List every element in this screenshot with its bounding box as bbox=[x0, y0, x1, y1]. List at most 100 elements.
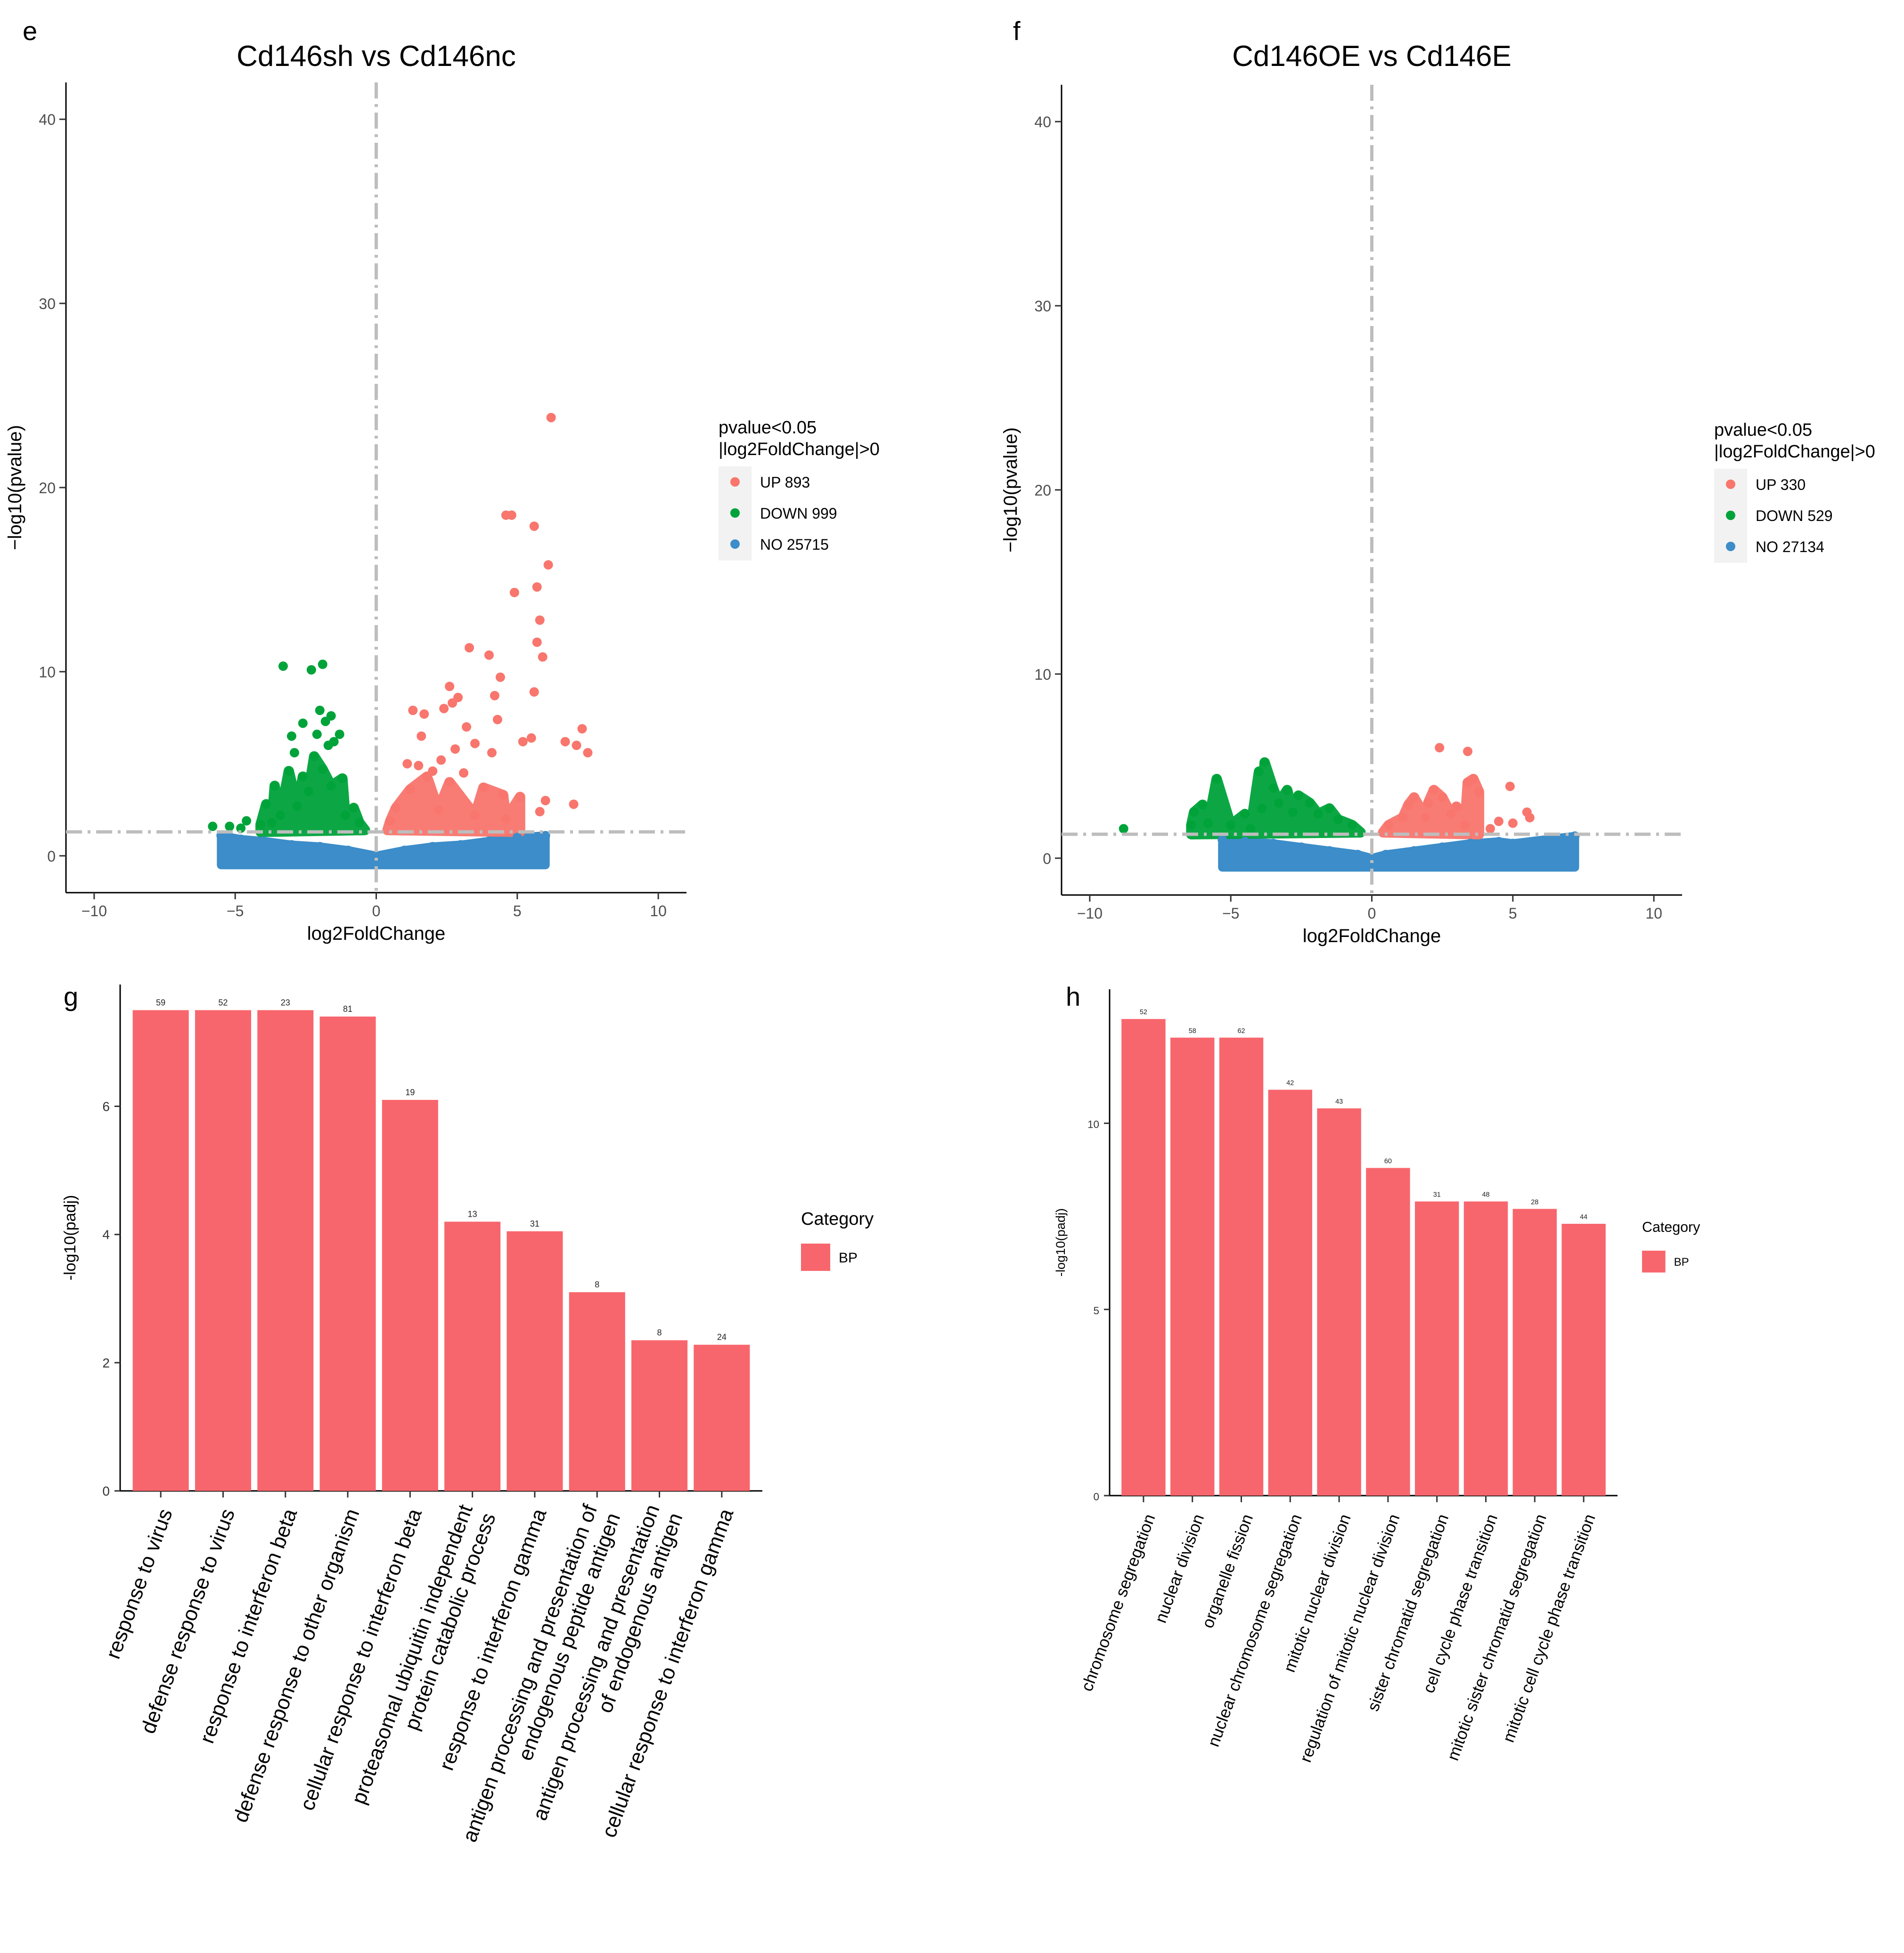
bar bbox=[1561, 1223, 1606, 1496]
up-point bbox=[526, 733, 536, 743]
down-point bbox=[340, 810, 350, 820]
panel-label: e bbox=[23, 16, 37, 46]
x-tick-label: −5 bbox=[227, 903, 244, 920]
bar bbox=[631, 1340, 688, 1491]
down-point bbox=[1347, 820, 1357, 830]
down-point bbox=[270, 781, 279, 791]
down-point bbox=[1288, 807, 1298, 817]
bar-data-label: 52 bbox=[218, 998, 228, 1007]
down-point bbox=[349, 803, 359, 813]
down-point bbox=[306, 665, 316, 675]
legend-marker bbox=[1726, 542, 1735, 551]
up-point bbox=[1505, 781, 1515, 791]
down-point bbox=[292, 801, 302, 811]
up-point bbox=[408, 706, 418, 715]
up-point bbox=[1508, 818, 1518, 828]
down-point bbox=[1282, 785, 1292, 795]
up-point bbox=[450, 744, 460, 754]
bar bbox=[1121, 1019, 1166, 1496]
bar bbox=[319, 1017, 376, 1491]
up-point bbox=[402, 759, 412, 769]
legend-label: DOWN 999 bbox=[760, 505, 837, 522]
legend-label: UP 893 bbox=[760, 474, 810, 491]
bar-data-label: 23 bbox=[281, 998, 290, 1007]
no-cloud bbox=[217, 831, 550, 870]
no-point bbox=[259, 836, 269, 846]
down-point bbox=[284, 766, 294, 776]
y-tick-label: 0 bbox=[1043, 850, 1051, 867]
y-tick-label: 0 bbox=[1094, 1491, 1099, 1503]
y-tick-label: 0 bbox=[47, 848, 56, 865]
up-point bbox=[569, 799, 579, 809]
bar-data-label: 58 bbox=[1189, 1027, 1196, 1035]
no-point bbox=[1367, 853, 1377, 863]
y-axis-title: -log10(padj) bbox=[1053, 1208, 1068, 1277]
no-point bbox=[1324, 846, 1334, 856]
down-point bbox=[1274, 798, 1283, 808]
no-point bbox=[1381, 850, 1391, 859]
down-point bbox=[1313, 809, 1323, 819]
down-point bbox=[312, 729, 322, 739]
down-point bbox=[289, 748, 299, 757]
down-point bbox=[208, 822, 218, 831]
bar bbox=[257, 1010, 314, 1491]
up-point bbox=[1398, 813, 1408, 822]
x-tick-label: −10 bbox=[1077, 905, 1103, 922]
up-point bbox=[1409, 792, 1419, 802]
up-point bbox=[546, 413, 556, 423]
no-point bbox=[315, 842, 325, 852]
up-point bbox=[577, 724, 587, 734]
bar-data-label: 62 bbox=[1237, 1027, 1245, 1035]
up-point bbox=[540, 796, 550, 806]
legend-title: pvalue<0.05 bbox=[719, 418, 817, 438]
bar-data-label: 48 bbox=[1482, 1191, 1489, 1199]
no-point bbox=[1494, 837, 1504, 846]
y-tick-label: 40 bbox=[1034, 114, 1051, 130]
panel-f: f Cd146OE vs Cd146E 0 10 20 30 40 −10 −5 0 5 10 log2… bbox=[1000, 16, 1875, 946]
down-point bbox=[1119, 824, 1128, 834]
legend-title: |log2FoldChange|>0 bbox=[719, 439, 880, 459]
legend-marker bbox=[730, 508, 740, 518]
legend-label: DOWN 529 bbox=[1756, 507, 1833, 524]
bar bbox=[1219, 1037, 1264, 1496]
y-tick-label: 0 bbox=[102, 1484, 110, 1498]
bar bbox=[382, 1099, 438, 1491]
bar-data-label: 59 bbox=[156, 998, 165, 1007]
no-point bbox=[1296, 842, 1306, 852]
bar-data-label: 81 bbox=[343, 1004, 352, 1014]
up-point bbox=[507, 510, 516, 520]
y-tick-label: 40 bbox=[39, 111, 56, 128]
no-point bbox=[1409, 846, 1419, 856]
up-point bbox=[422, 772, 432, 781]
up-point bbox=[414, 761, 424, 771]
up-point bbox=[490, 691, 499, 700]
up-point bbox=[470, 739, 480, 749]
bar bbox=[1170, 1037, 1215, 1496]
up-point bbox=[532, 582, 542, 592]
bar bbox=[1512, 1209, 1557, 1496]
up-point bbox=[478, 783, 488, 793]
x-tick-label: 5 bbox=[513, 903, 522, 920]
down-point bbox=[267, 818, 277, 828]
up-point bbox=[1494, 816, 1504, 826]
up-point bbox=[470, 810, 480, 820]
legend-swatch bbox=[801, 1244, 830, 1271]
down-point bbox=[337, 773, 347, 783]
legend-title: Category bbox=[1642, 1219, 1700, 1235]
down-point bbox=[335, 729, 344, 739]
up-point bbox=[572, 741, 581, 750]
bar bbox=[132, 1010, 189, 1491]
legend-label: BP bbox=[839, 1250, 858, 1266]
down-point bbox=[318, 765, 327, 774]
up-point bbox=[515, 792, 525, 802]
no-point bbox=[1438, 842, 1447, 852]
panel-label: f bbox=[1013, 16, 1021, 46]
down-point bbox=[256, 820, 266, 830]
down-point bbox=[261, 799, 271, 809]
bar-data-label: 24 bbox=[717, 1333, 727, 1342]
up-point bbox=[487, 748, 497, 757]
up-point bbox=[1384, 820, 1394, 830]
legend-label: NO 27134 bbox=[1756, 538, 1824, 555]
no-point bbox=[371, 851, 381, 861]
down-point bbox=[1293, 790, 1303, 800]
